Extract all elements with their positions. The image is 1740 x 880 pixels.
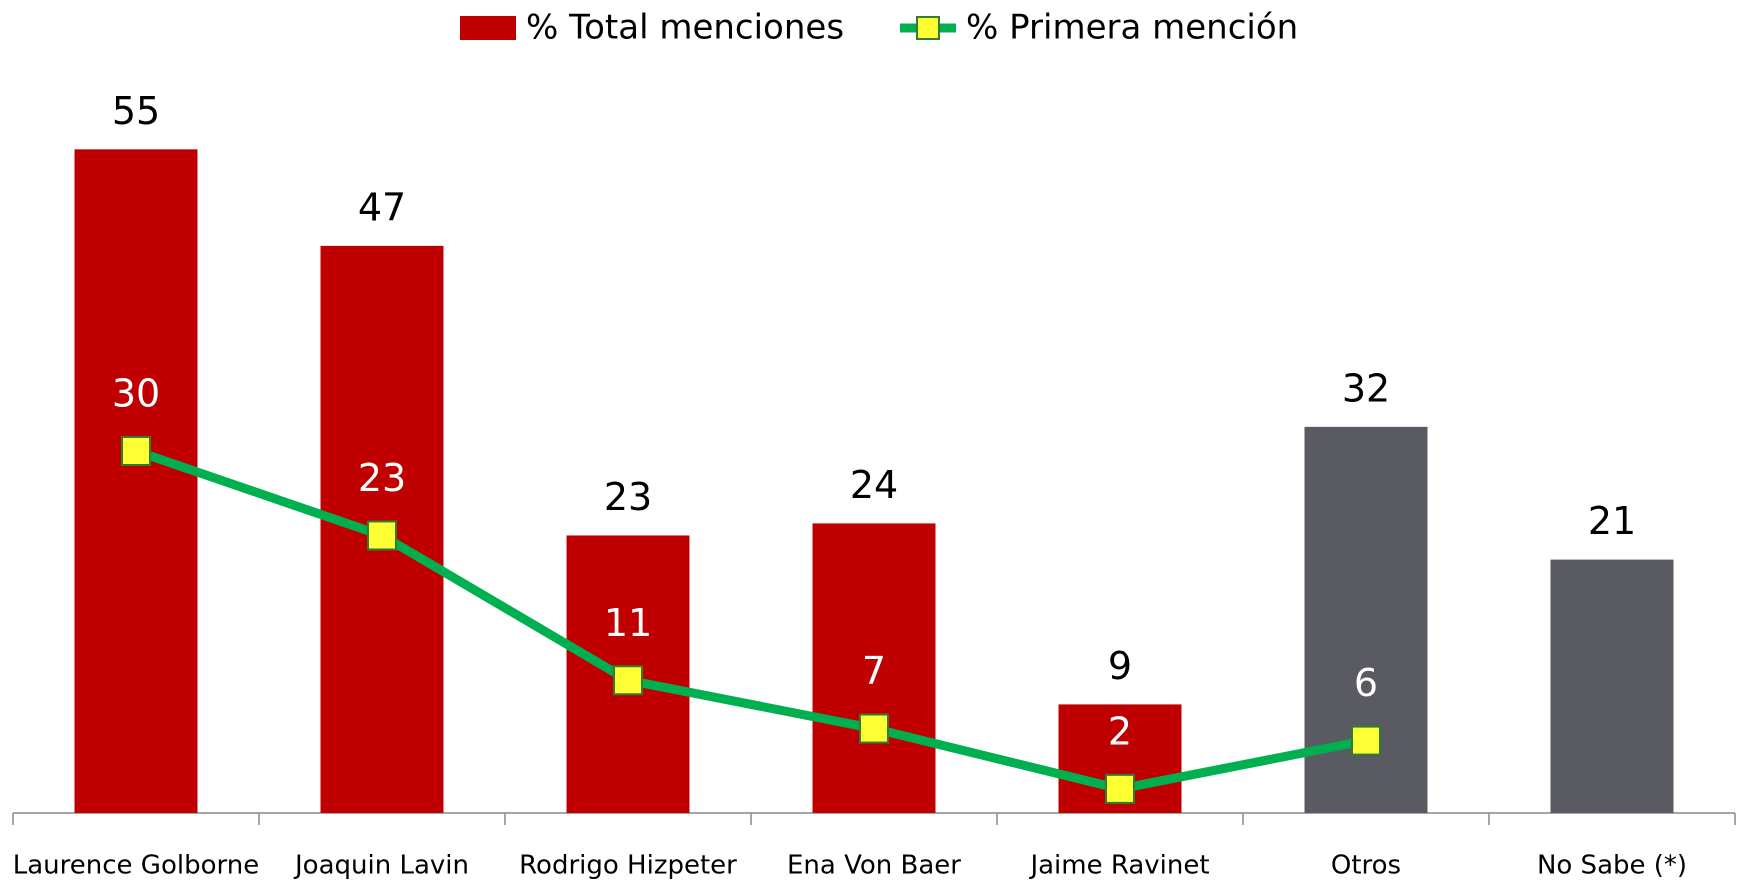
line-value-label: 6 [1354, 661, 1378, 705]
x-tick-label: Ena Von Baer [787, 851, 961, 880]
x-tick-label: No Sabe (*) [1537, 851, 1687, 880]
bar-value-label: 24 [850, 463, 898, 507]
line-marker [1105, 773, 1135, 804]
line-value-label: 2 [1108, 709, 1132, 753]
line-marker [613, 665, 643, 696]
line-value-label: 7 [862, 649, 886, 693]
bar [1550, 559, 1674, 813]
line-marker [1351, 725, 1381, 756]
line-value-label: 11 [604, 601, 652, 645]
line [134, 446, 1367, 794]
x-tick-label: Joaquin Lavin [293, 851, 469, 880]
bar-value-label: 32 [1342, 366, 1390, 410]
bar-value-label: 21 [1588, 499, 1636, 543]
legend-swatch [460, 16, 516, 40]
x-tick-label: Otros [1331, 851, 1401, 880]
legend-marker [916, 16, 940, 40]
line-marker [859, 713, 889, 744]
bar-value-label: 23 [604, 475, 652, 519]
x-tick-label: Laurence Golborne [13, 851, 259, 880]
line-marker [121, 436, 151, 466]
bar-value-label: 47 [358, 185, 406, 229]
bar [812, 523, 936, 813]
line-value-label: 30 [112, 372, 160, 416]
line-marker [367, 520, 397, 551]
line-value-label: 23 [358, 456, 406, 500]
x-tick-label: Jaime Ravinet [1028, 851, 1209, 880]
legend-label: % Primera mención [966, 8, 1298, 48]
x-tick-label: Rodrigo Hizpeter [519, 851, 737, 880]
bar-value-label: 55 [112, 89, 160, 133]
bar [74, 149, 198, 814]
bar-value-label: 9 [1108, 644, 1132, 688]
legend-label: % Total menciones [526, 8, 844, 48]
